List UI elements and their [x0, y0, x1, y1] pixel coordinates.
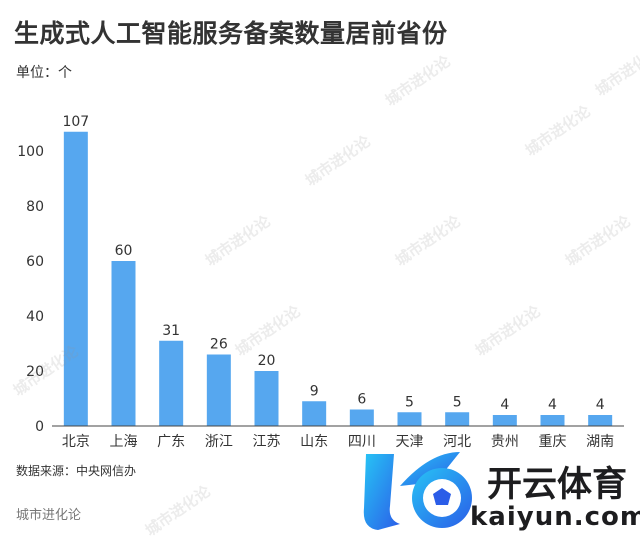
bar-value-label: 9 — [310, 383, 319, 399]
bar-value-label: 5 — [453, 394, 462, 410]
bar — [254, 371, 279, 426]
x-tick-label: 上海 — [110, 434, 138, 450]
y-tick-label: 80 — [26, 199, 44, 215]
logo-brand-text: 开云体育 — [487, 465, 628, 505]
bar — [397, 412, 422, 426]
bar — [588, 415, 613, 426]
bar — [206, 354, 231, 426]
bar — [111, 261, 136, 426]
x-tick-label: 广东 — [157, 434, 185, 450]
x-tick-label: 北京 — [62, 434, 90, 450]
bar-value-label: 4 — [596, 397, 605, 413]
bar-value-label: 26 — [210, 337, 228, 353]
page-title: 生成式人工智能服务备案数量居前省份 — [14, 19, 448, 48]
bar-value-label: 107 — [62, 114, 89, 130]
y-tick-label: 100 — [17, 144, 44, 160]
x-tick-label: 江苏 — [253, 434, 281, 450]
kaiyun-logo: 开云体育 kaiyun.com — [360, 446, 640, 538]
bar-value-label: 5 — [405, 394, 414, 410]
x-tick-label: 四川 — [348, 434, 376, 450]
y-tick-label: 20 — [26, 364, 44, 380]
bar — [540, 415, 565, 426]
x-tick-label: 山东 — [300, 434, 328, 450]
x-tick-label: 重庆 — [539, 434, 567, 450]
x-tick-label: 贵州 — [491, 434, 519, 450]
data-source: 数据来源：中央网信办 — [16, 464, 137, 478]
bar-value-label: 60 — [115, 243, 133, 259]
bar — [159, 340, 184, 426]
unit-label: 单位：个 — [16, 65, 72, 81]
y-tick-label: 0 — [35, 419, 44, 435]
bar — [492, 415, 517, 426]
footer-brand: 城市进化论 — [16, 508, 82, 523]
y-tick-label: 60 — [26, 254, 44, 270]
bar-value-label: 31 — [162, 323, 180, 339]
bar — [445, 412, 470, 426]
bar — [349, 409, 374, 426]
bar-value-label: 4 — [500, 397, 509, 413]
x-tick-label: 湖南 — [586, 434, 614, 450]
y-tick-label: 40 — [26, 309, 44, 325]
x-tick-label: 河北 — [443, 434, 471, 450]
bar — [63, 131, 88, 426]
x-tick-label: 浙江 — [205, 434, 233, 450]
logo-url-text: kaiyun.com — [470, 502, 640, 532]
logo-k-mark-icon — [363, 452, 472, 530]
bar-value-label: 20 — [258, 353, 276, 369]
bar — [302, 401, 327, 426]
bar-value-label: 4 — [548, 397, 557, 413]
x-tick-label: 天津 — [396, 434, 424, 450]
bar-value-label: 6 — [357, 392, 366, 408]
